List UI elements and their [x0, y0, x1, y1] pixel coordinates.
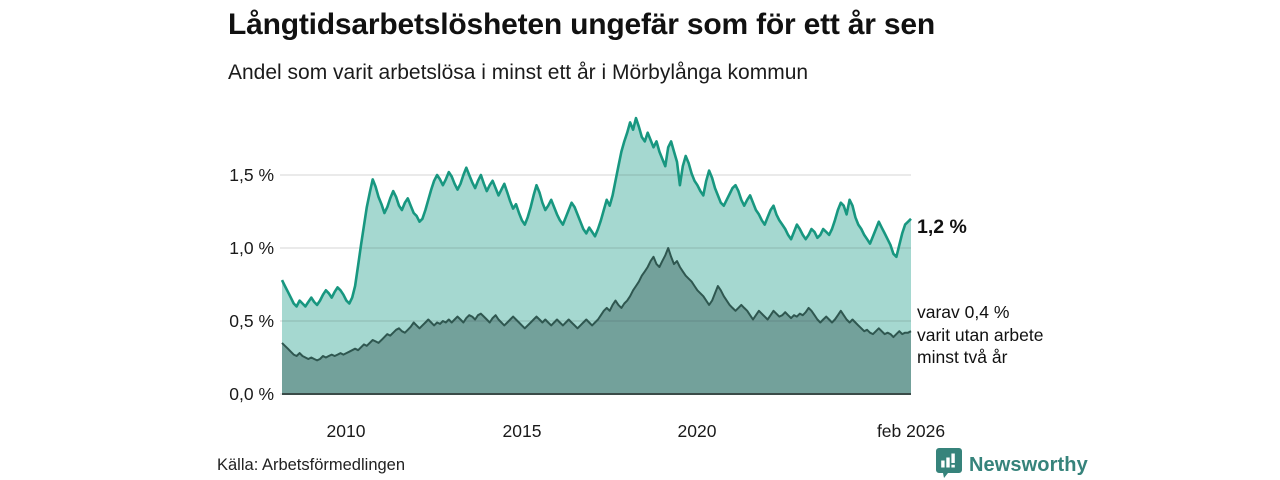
latest-value-annotation: 1,2 % — [917, 216, 967, 238]
brand-name: Newsworthy — [969, 454, 1088, 476]
two-year-annotation-line: varit utan arbete — [917, 324, 1044, 345]
chart-subtitle: Andel som varit arbetslösa i minst ett å… — [228, 61, 809, 84]
page-title: Långtidsarbetslösheten ungefär som för e… — [228, 8, 936, 41]
x-axis-tick-label: 2015 — [502, 421, 542, 441]
series-line-one-year — [280, 116, 912, 308]
brand-footer: Newsworthy — [936, 448, 1088, 480]
series-line-two-year — [281, 247, 912, 362]
two-year-annotation: varav 0,4 % varit utan arbete minst två … — [917, 301, 1043, 369]
y-axis-tick-label: 0,5 % — [229, 311, 274, 331]
two-year-annotation-line: minst två år — [917, 347, 1008, 367]
source-credit: Källa: Arbetsförmedlingen — [217, 456, 406, 474]
y-axis-tick-label: 0,0 % — [229, 384, 274, 404]
x-axis-tick-label: 2010 — [326, 421, 366, 441]
newsworthy-logo-icon — [936, 448, 962, 480]
x-axis-tick-label: 2020 — [677, 421, 717, 441]
y-axis-tick-label: 1,0 % — [229, 238, 274, 258]
y-axis-tick-label: 1,5 % — [229, 165, 274, 185]
two-year-annotation-line: varav 0,4 % — [917, 302, 1010, 322]
x-axis-tick-label: feb 2026 — [876, 421, 946, 441]
